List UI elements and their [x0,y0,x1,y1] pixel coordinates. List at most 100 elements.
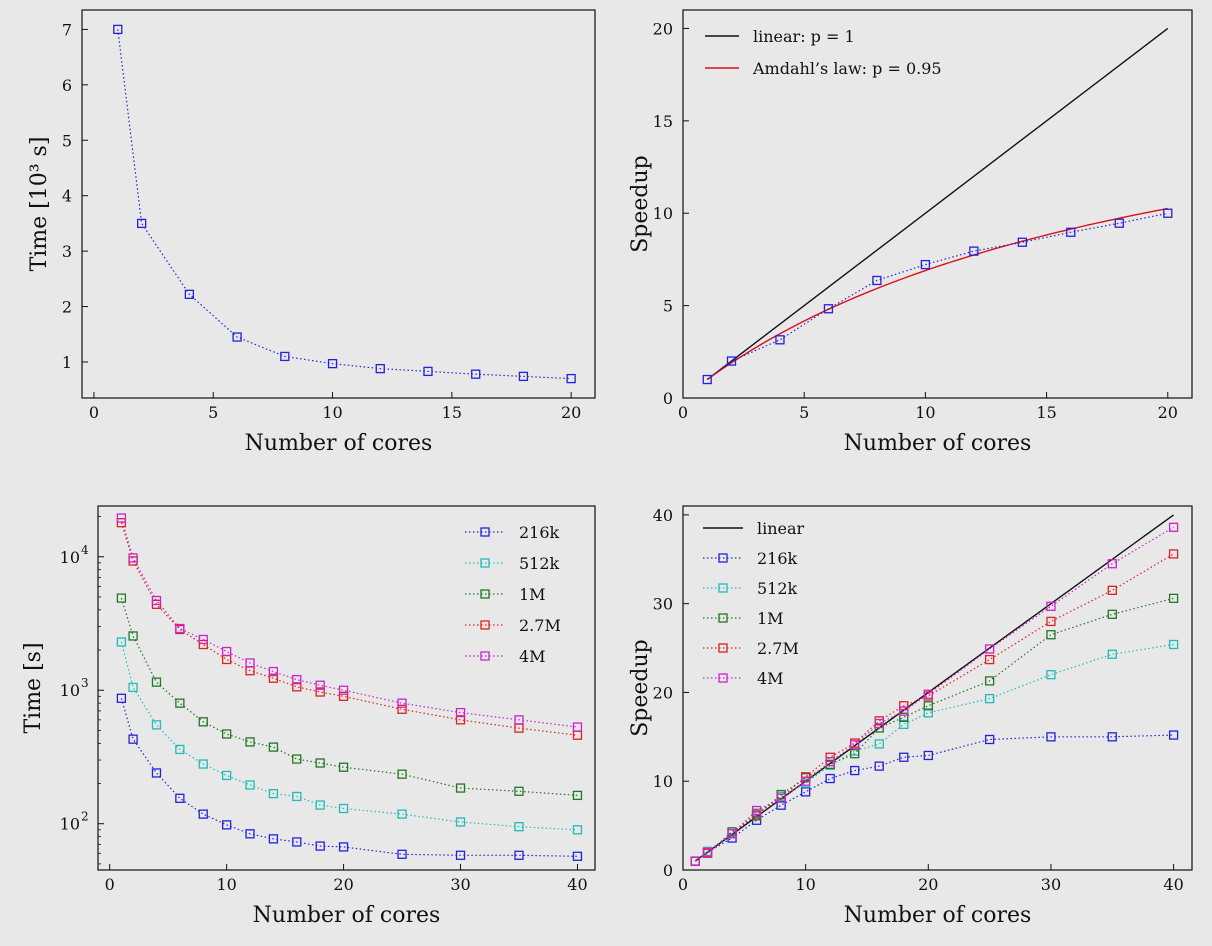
data-point [1107,609,1117,619]
data-point [874,718,884,729]
data-point [315,687,325,697]
series-line-1 [117,29,572,380]
data-point [514,786,524,796]
data-point [113,24,123,35]
data-point [572,825,583,835]
x-tick-label: 20 [561,403,581,422]
y-axis-label: Time [s] [21,642,46,733]
x-tick-label: 30 [450,875,470,894]
data-point [315,758,325,768]
y-tick-label: 15 [653,112,673,131]
data-point [232,332,242,342]
data-point [514,850,524,860]
reference-line-1 [706,27,1169,381]
legend-label: 4M [519,647,546,666]
y-tick-label: 7 [62,20,72,39]
y-tick-exponent: 3 [81,676,89,690]
x-tick-label: 0 [678,875,688,894]
data-point [984,694,995,704]
data-point [455,817,466,827]
data-point [923,708,933,718]
data-point [116,693,127,703]
data-point [1017,237,1027,247]
data-point [1168,730,1179,740]
data-point [1107,559,1117,569]
data-point [984,654,995,665]
data-point [198,634,208,645]
data-point [151,720,162,730]
data-point [566,373,576,384]
data-point [874,761,884,771]
y-tick-label: 0 [663,389,673,408]
data-point [850,765,860,776]
data-point [245,780,255,790]
data-point [397,698,407,708]
data-point [1107,585,1117,595]
data-point [1168,593,1179,603]
y-tick-label: 10 [653,204,673,223]
y-tick-label: 4 [62,187,72,206]
reference-line-1 [694,514,1175,862]
series-line-4 [694,553,1174,862]
data-point [128,734,138,744]
legend-label: 512k [757,579,798,598]
x-tick-label: 0 [89,403,99,422]
x-tick-label: 10 [915,403,935,422]
legend-marker [718,553,728,563]
data-point [292,837,302,847]
x-axis-label: Number of cores [253,903,441,928]
data-point [116,593,127,603]
x-axis-label: Number of cores [245,431,433,456]
chart-panel-2: 0 5 10 15 20 0 5 10 15 20 Number of cores Speedup li… [628,9,1193,456]
data-point [198,809,208,819]
data-point [245,737,255,747]
data-point [221,770,232,781]
series-line-1 [694,734,1174,862]
plot-frame [81,9,596,399]
data-point [423,366,433,377]
chart-panel-4: 0 10 20 30 40 0 10 20 30 40 Number of cores Speedup… [628,505,1193,928]
data-point [397,849,407,859]
x-tick-label: 0 [105,875,115,894]
legend-label: 4M [757,669,784,688]
legend-marker [480,527,490,537]
plot-frame [682,505,1193,871]
legend-marker [480,651,490,661]
x-tick-label: 0 [678,403,688,422]
data-point [823,304,834,314]
data-point [801,776,811,786]
data-point [727,828,737,839]
series-line-2 [120,641,578,831]
data-point [1046,670,1056,680]
data-point [572,851,583,861]
x-tick-label: 15 [442,403,462,422]
legend-label: 512k [519,554,560,573]
data-point [825,773,835,784]
data-point [899,701,909,711]
data-point [1168,549,1179,559]
data-point [1107,649,1117,659]
data-point [923,750,933,761]
data-point [1066,227,1076,237]
y-tick-label: 20 [653,683,673,702]
data-point [899,712,909,722]
y-tick-label: 5 [663,297,673,316]
data-point [375,363,385,374]
data-point [338,842,349,852]
data-point [292,791,302,802]
x-tick-label: 5 [208,403,218,422]
data-point [872,275,882,286]
series-line-5 [120,517,578,728]
data-point [268,673,279,683]
data-point [137,218,147,229]
data-point [984,676,995,686]
data-point [1046,616,1056,627]
series-line-3 [120,597,578,796]
x-axis-label: Number of cores [844,903,1032,928]
data-point [175,623,185,634]
data-point [268,666,279,677]
x-tick-label: 40 [567,875,587,894]
y-tick-label: 0 [663,861,673,880]
legend-label: 2.7M [757,639,799,658]
data-point [128,631,138,641]
